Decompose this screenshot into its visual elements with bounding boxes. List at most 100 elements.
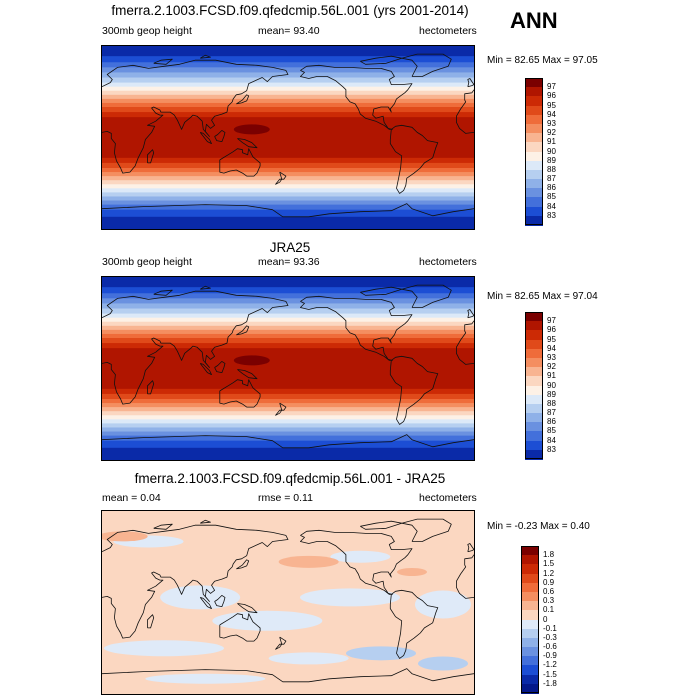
colorbar-swatch [521,628,539,639]
coastline [199,597,212,609]
coastline [275,171,287,185]
coastline [360,286,403,296]
contour-band [102,308,474,315]
colorbar-tick-label: 83 [547,210,556,220]
coastline [147,149,155,164]
panel-3-title: fmerra.2.1003.FCSD.f09.qfedcmip.56L.001 … [134,471,446,486]
coastline [199,54,211,59]
contour-band [102,157,474,164]
colorbar-swatch [525,440,543,451]
coastlines [102,53,474,218]
coastline [219,379,261,408]
contour-band [102,46,474,57]
contour-band [102,62,474,68]
contour-band [346,646,416,661]
colorbar-tick-label: 91 [547,137,556,147]
colorbar-frame [525,312,543,459]
coastline [299,64,413,130]
coastline [153,58,173,65]
contour-band [102,431,474,437]
contour-band [102,184,474,189]
coastline [467,543,474,553]
contour-band [212,610,323,631]
colorbar-swatch [525,215,543,226]
colorbar-swatch [521,555,539,565]
colorbar-swatch [521,683,539,694]
panel-3-map-canvas [102,511,474,694]
panel-3-mean: mean = 0.04 [102,492,161,504]
colorbar-swatch [521,573,539,584]
colorbar-frame [521,546,539,693]
coastline [236,559,250,570]
coastline [401,284,452,308]
colorbar-tick-label: 86 [547,183,556,193]
colorbar-tick-label: 0.3 [543,596,555,606]
coastline [299,295,413,361]
contour-band [102,329,474,335]
panel-1-field-label: 300mb geop height [102,25,192,37]
colorbar-swatch [525,151,543,162]
coastline [237,369,258,380]
coastline [147,380,155,395]
colorbar-tick-label: -1.2 [543,660,557,670]
contour-band [102,112,474,118]
coastline [401,518,452,542]
colorbar-swatch [525,394,543,405]
contour-band [102,98,474,104]
contour-band [160,585,241,610]
colorbar-swatch [525,357,543,368]
contour-band [102,321,474,327]
coastline [214,595,226,607]
coastline [299,529,413,595]
panel-3-units: hectometers [419,492,477,504]
colorbar-tick-label: 88 [547,398,556,408]
coastline [199,132,212,144]
colorbar-tick-label: 97 [547,316,556,326]
contour-band [102,168,474,173]
colorbar-tick-label: 92 [547,128,556,138]
coastline [360,520,403,530]
colorbar-tick-label: 1.5 [543,559,555,569]
contour-band [268,652,349,665]
contour-band [102,162,474,169]
maximum-contour [233,124,270,135]
colorbar-tick-label: 97 [547,82,556,92]
colorbar-tick-label: 94 [547,343,556,353]
coastline [455,320,474,365]
contour-band [102,277,474,288]
colorbar-frame [525,78,543,225]
coastline [236,325,250,336]
colorbar-swatch [521,564,539,575]
colorbar-swatch [521,647,539,657]
contour-band [102,415,474,420]
contour-band [102,82,474,88]
contour-band [102,423,474,429]
contour-band [102,338,474,344]
colorbar-tick-label: -0.1 [543,623,557,633]
coastline [102,434,474,449]
contour-band [102,107,474,113]
panel-2-units: hectometers [419,256,477,268]
colorbar-tick-label: 86 [547,417,556,427]
coastline [102,524,289,639]
coastlines [102,284,474,449]
coastline [214,361,226,373]
colorbar-swatch [525,367,543,377]
colorbar-tick-label: 85 [547,192,556,202]
panel-1-colorbar: 97 96 95 94 93 92 91 90 89 88 87 86 85 84 83 [525,78,556,226]
panel-3-rmse: rmse = 0.11 [258,492,313,504]
colorbar-swatch [525,78,543,88]
contour-band [102,325,474,331]
coastline [102,59,289,174]
colorbar-swatch [521,546,539,556]
contour-band [102,313,474,319]
colorbar-tick-label: 91 [547,371,556,381]
contour-band [102,393,474,400]
coastline [153,523,173,530]
contour-band [102,399,474,404]
panel-1-mean: mean= 93.40 [258,25,320,37]
contour-band [102,94,474,100]
coastline [147,614,155,629]
contour-band [102,531,148,542]
colorbar-swatch [525,312,543,322]
